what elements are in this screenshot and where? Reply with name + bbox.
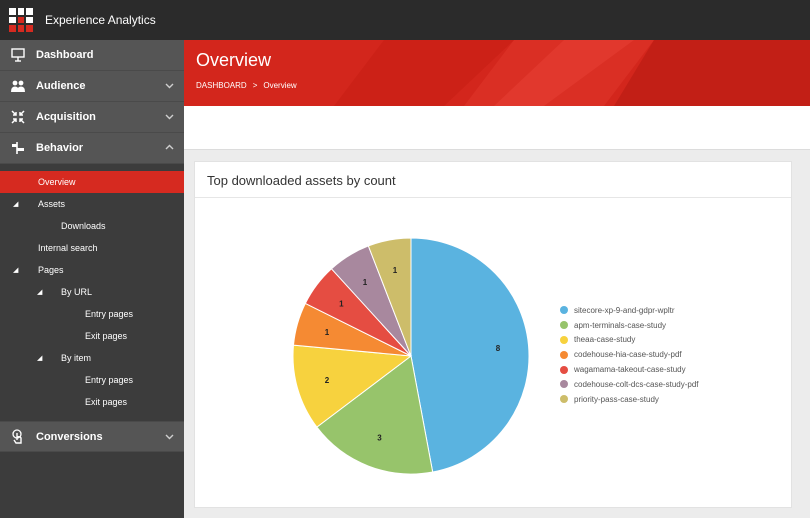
sidebar-section-audience[interactable]: Audience (0, 71, 184, 102)
expanded-triangle-icon: ◢ (37, 355, 43, 362)
legend-item[interactable]: theaa-case-study (560, 333, 699, 348)
sidebar-item-internal-search[interactable]: Internal search (0, 237, 184, 259)
legend-item[interactable]: codehouse-hia-case-study-pdf (560, 347, 699, 362)
expanded-triangle-icon: ◢ (13, 201, 19, 208)
sidebar-section-label: Audience (36, 80, 86, 92)
toolbar-strip (184, 106, 810, 150)
sidebar-section-acquisition[interactable]: Acquisition (0, 102, 184, 133)
chevron-down-icon (165, 83, 174, 89)
breadcrumb-current: Overview (263, 81, 297, 90)
sidebar-item-url-exit-pages[interactable]: Exit pages (0, 325, 184, 347)
sidebar-item-downloads[interactable]: Downloads (0, 215, 184, 237)
sidebar-section-behavior[interactable]: Behavior (0, 133, 184, 164)
sidebar-item-overview[interactable]: Overview (0, 171, 184, 193)
legend-item[interactable]: apm-terminals-case-study (560, 318, 699, 333)
legend-swatch (560, 321, 568, 330)
sidebar-item-label: Exit pages (85, 397, 128, 407)
sidebar-item-label: Overview (38, 177, 76, 187)
card-title: Top downloaded assets by count (207, 173, 396, 188)
signpost-icon (0, 141, 36, 155)
chart-legend: sitecore-xp-9-and-gdpr-wpltr apm-terminal… (560, 303, 699, 407)
expanded-triangle-icon: ◢ (13, 267, 19, 274)
sidebar-item-assets[interactable]: ◢ Assets (0, 193, 184, 215)
top-bar: Experience Analytics (0, 0, 810, 40)
legend-item[interactable]: priority-pass-case-study (560, 392, 699, 407)
chevron-down-icon (165, 114, 174, 120)
sidebar-item-pages[interactable]: ◢ Pages (0, 259, 184, 281)
card-divider (195, 197, 791, 198)
expanded-triangle-icon: ◢ (37, 289, 43, 296)
legend-swatch (560, 395, 568, 404)
breadcrumb-separator: > (252, 81, 258, 90)
sidebar-item-label: Internal search (38, 243, 98, 253)
sidebar-item-item-exit-pages[interactable]: Exit pages (0, 391, 184, 413)
chevron-up-icon (165, 144, 174, 150)
legend-label: apm-terminals-case-study (574, 320, 667, 330)
page-title: Overview (196, 50, 272, 70)
sidebar-item-label: Downloads (61, 221, 106, 231)
pointer-hand-icon (0, 428, 36, 445)
page-header-banner: Overview DASHBOARD > Overview (184, 40, 810, 106)
sidebar-item-url-entry-pages[interactable]: Entry pages (0, 303, 184, 325)
presentation-icon (0, 48, 36, 62)
sidebar-item-label: Exit pages (85, 331, 128, 341)
legend-label: sitecore-xp-9-and-gdpr-wpltr (574, 305, 675, 315)
legend-swatch (560, 306, 568, 315)
legend-label: codehouse-hia-case-study-pdf (574, 350, 682, 360)
app-title: Experience Analytics (45, 13, 156, 27)
people-icon (0, 79, 36, 93)
sidebar-item-by-url[interactable]: ◢ By URL (0, 281, 184, 303)
sidebar-item-label: By URL (61, 287, 93, 297)
legend-swatch (560, 350, 568, 359)
sidebar: Dashboard Audience Acquisition Behavior … (0, 40, 184, 518)
legend-item[interactable]: sitecore-xp-9-and-gdpr-wpltr (560, 303, 699, 318)
sidebar-item-label: Assets (38, 199, 66, 209)
legend-swatch (560, 335, 568, 344)
sidebar-section-label: Acquisition (36, 111, 96, 123)
legend-label: theaa-case-study (574, 335, 636, 345)
sidebar-item-item-entry-pages[interactable]: Entry pages (0, 369, 184, 391)
sidebar-section-label: Dashboard (36, 49, 94, 61)
sidebar-item-label: By item (61, 353, 92, 363)
chart-card: Top downloaded assets by count (194, 161, 792, 508)
legend-label: codehouse-colt-dcs-case-study-pdf (574, 379, 699, 389)
sidebar-section-conversions[interactable]: Conversions (0, 421, 184, 452)
sidebar-section-dashboard[interactable]: Dashboard (0, 40, 184, 71)
sidebar-section-label: Behavior (36, 142, 84, 154)
sidebar-item-by-item[interactable]: ◢ By item (0, 347, 184, 369)
sidebar-section-label: Conversions (36, 430, 103, 443)
chevron-down-icon (165, 434, 174, 440)
legend-label: wagamama-takeout-case-study (574, 365, 686, 375)
breadcrumb-dashboard-link[interactable]: DASHBOARD (196, 81, 247, 90)
sidebar-item-label: Pages (38, 265, 64, 275)
legend-swatch (560, 365, 568, 374)
banner-pattern (334, 40, 810, 106)
legend-label: priority-pass-case-study (574, 394, 659, 404)
app-logo-icon[interactable] (9, 8, 33, 32)
arrows-inward-icon (0, 110, 36, 124)
sidebar-item-label: Entry pages (85, 375, 134, 385)
legend-item[interactable]: codehouse-colt-dcs-case-study-pdf (560, 377, 699, 392)
sidebar-item-label: Entry pages (85, 309, 134, 319)
legend-swatch (560, 380, 568, 389)
breadcrumb: DASHBOARD > Overview (196, 81, 297, 90)
legend-item[interactable]: wagamama-takeout-case-study (560, 362, 699, 377)
